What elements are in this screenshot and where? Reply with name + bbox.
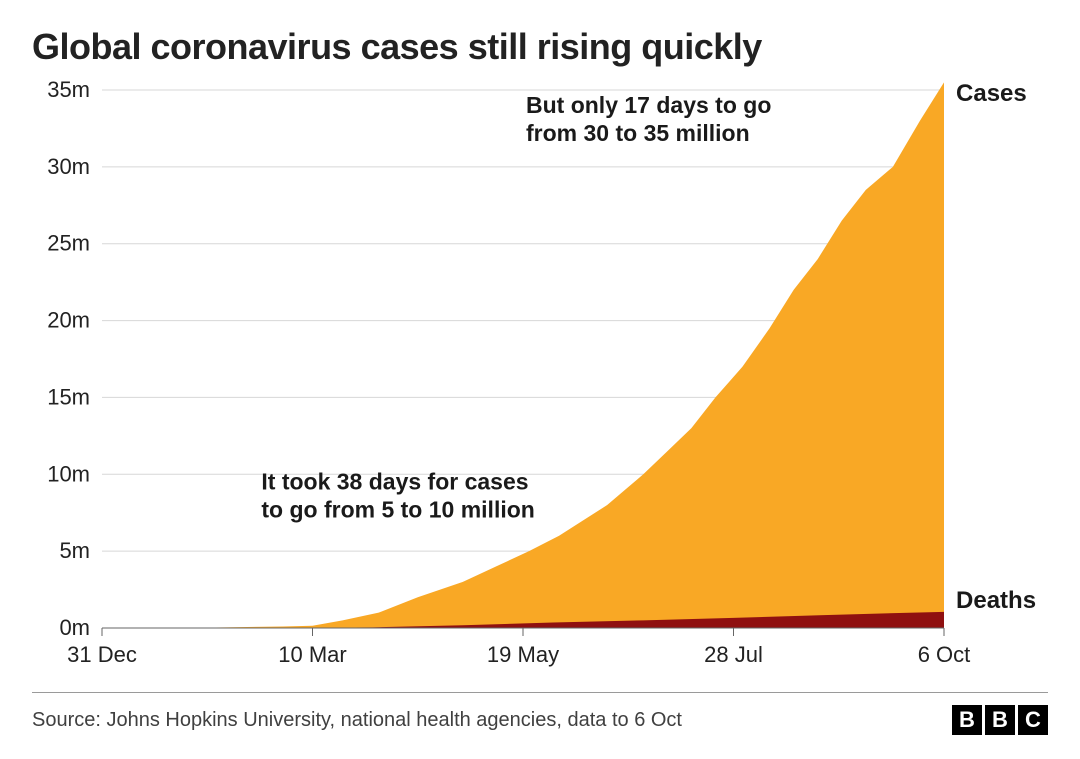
y-tick-label: 5m <box>59 538 90 563</box>
y-tick-label: 25m <box>47 231 90 256</box>
x-tick-label: 31 Dec <box>67 642 137 667</box>
chart-area: 0m 5m 10m 15m 20m 25m 30m 35m 31 Dec 10 Mar 19 May… <box>32 78 1048 686</box>
x-tick-label: 6 Oct <box>918 642 971 667</box>
chart-annotation: But only 17 days to go <box>526 92 771 118</box>
y-tick-label: 20m <box>47 308 90 333</box>
bbc-logo-letter: B <box>952 705 982 735</box>
chart-footer: Source: Johns Hopkins University, nation… <box>32 692 1048 735</box>
y-tick-label: 30m <box>47 154 90 179</box>
chart-annotation: from 30 to 35 million <box>526 120 750 146</box>
y-tick-label: 0m <box>59 615 90 640</box>
bbc-logo-letter: C <box>1018 705 1048 735</box>
area-chart-svg: 0m 5m 10m 15m 20m 25m 30m 35m 31 Dec 10 Mar 19 May… <box>32 78 1048 686</box>
chart-container: Global coronavirus cases still rising qu… <box>0 0 1080 759</box>
series-label-cases: Cases <box>956 80 1027 107</box>
x-tick-label: 10 Mar <box>278 642 346 667</box>
bbc-logo: B B C <box>952 705 1048 735</box>
y-tick-label: 15m <box>47 384 90 409</box>
chart-annotation: It took 38 days for cases <box>261 469 528 495</box>
series-cases <box>102 82 944 628</box>
chart-title: Global coronavirus cases still rising qu… <box>32 26 1048 68</box>
bbc-logo-letter: B <box>985 705 1015 735</box>
series-label-deaths: Deaths <box>956 587 1036 614</box>
chart-annotation: to go from 5 to 10 million <box>261 497 534 523</box>
y-tick-label: 35m <box>47 78 90 102</box>
source-text: Source: Johns Hopkins University, nation… <box>32 709 682 732</box>
x-tick-label: 28 Jul <box>704 642 763 667</box>
x-tick-label: 19 May <box>487 642 559 667</box>
y-tick-label: 10m <box>47 461 90 486</box>
